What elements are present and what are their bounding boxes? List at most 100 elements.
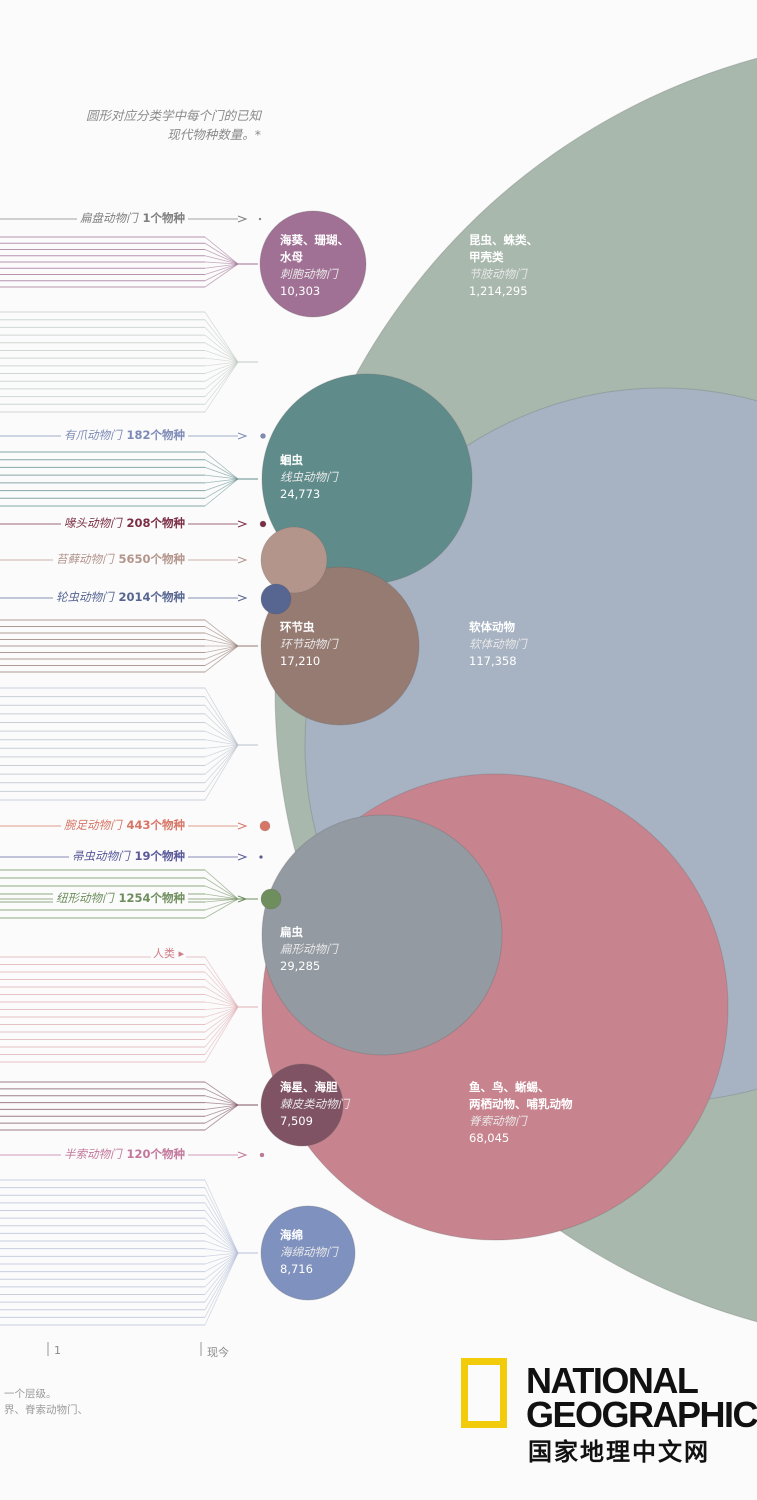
porifera-clade-converge [204,1252,239,1326]
annelida-clade [0,619,258,673]
nemertea_small-arrowhead [237,853,248,861]
nemertea-clade-converge [204,898,239,919]
echinodermata-clade-converge [204,1088,239,1106]
footnote-line-1: 一个层级。 [4,1388,57,1400]
bubble-label-nematoda: 蛔虫 线虫动物门 24,773 [280,452,338,503]
arthropoda-clade-converge [204,361,239,367]
cnidaria-clade-converge [204,242,239,265]
header-note-line-1: 圆形对应分类学中每个门的已知 [85,108,261,123]
mollusca-clade-converge [204,713,239,746]
echinodermata-clade-converge [204,1104,239,1110]
platyhelminthes-bubble [261,814,503,1056]
phylum-label-onychophora: 有爪动物门 182个物种 [60,427,188,443]
chordata-clade-converge [204,1006,239,1063]
brachiopoda-arrowhead [237,822,248,830]
bubble-label-mollusca: 软体动物 软体动物门 117,358 [469,619,527,670]
bryozoa-marker [260,526,328,594]
onychophora-arrowhead [237,432,248,440]
echinodermata-clade-converge [204,1081,239,1106]
porifera-clade-converge [204,1217,239,1254]
bubble-label-platyhelminthes: 扁虫 扁形动物门 29,285 [280,924,338,975]
bubble-phylum-name: 线虫动物门 [280,470,338,484]
brachiopoda-marker [259,820,271,832]
echinodermata-clade-converge [204,1095,239,1106]
phylum-count: 1254个物种 [118,891,185,905]
bubble-common-name: 海葵、珊瑚、 [280,233,349,247]
annelida-clade-converge [204,619,239,647]
phylum-name: 有爪动物门 [63,428,122,442]
phylum-label-hemichordata: 半索动物门 120个物种 [60,1146,188,1162]
cnidaria-clade-converge [204,263,239,269]
logo-line-1: NATIONAL [526,1360,699,1401]
phylum-count: 443个物种 [126,818,185,832]
nematoda-clade-converge [204,478,239,507]
bubble-phylum-name: 脊索动物门 [469,1114,527,1128]
porifera-clade-converge [204,1233,239,1254]
bubble-common-name: 昆虫、蛛类、 [469,233,538,247]
mollusca-clade-converge [204,744,239,758]
header-note-line-2: 现代物种数量。* [167,127,261,142]
hemichordata-arrowhead [237,1151,248,1159]
phylum-label-placozoa: 扁盘动物门 1个物种 [76,210,188,226]
arthropoda-clade-converge [204,361,239,374]
bubble-common-name: 环节虫 [280,620,315,634]
bryozoa-arrowhead [237,556,248,564]
nematoda-clade-converge [204,478,239,491]
phylum-count: 2014个物种 [118,590,185,604]
mollusca-clade-converge [204,687,239,746]
porifera-clade-converge [204,1179,239,1254]
mollusca-clade-converge [204,744,239,749]
nemertea-clade-converge [204,869,239,900]
mollusca-clade-converge [204,744,239,801]
annelida-clade-converge [204,645,239,653]
nemertea_small-marker [259,855,263,859]
phylum-name: 半索动物门 [63,1147,122,1161]
mollusca-clade-converge [204,704,239,746]
chordata-clade-converge [204,964,239,1008]
rotifera-arrowhead [237,594,248,602]
axis-tick-1: 1 [54,1344,61,1357]
mollusca-clade-converge [204,739,239,746]
nematoda-clade-converge [204,451,239,480]
bubble-label-cnidaria: 海葵、珊瑚、 水母 刺胞动物门 10,303 [280,232,349,300]
acanthocephala-arrowhead [237,520,248,528]
phylum-label-bryozoa: 苔藓动物门 5650个物种 [52,551,188,567]
phylum-count: 120个物种 [126,1147,185,1161]
bubble-phylum-name: 节肢动物门 [469,267,527,281]
mollusca-clade [0,687,258,801]
phylum-count: 5650个物种 [118,552,185,566]
porifera-bubble [260,1205,356,1301]
arthropoda-clade-converge [204,319,239,363]
arthropoda-clade-converge [204,342,239,363]
arthropoda-clade-converge [204,361,239,405]
bubble-label-annelida: 环节虫 环节动物门 17,210 [280,619,338,670]
nematoda-clade-converge [204,467,239,480]
natgeo-logo-cn: 国家地理中文网 [528,1438,710,1466]
chordata-clade-converge [204,1006,239,1055]
arthropoda-clade-converge [204,357,239,363]
porifera-clade-converge [204,1252,239,1288]
chordata-clade-converge [204,986,239,1008]
porifera-clade-converge [204,1252,239,1272]
porifera-clade-converge [204,1252,239,1310]
porifera-clade-converge [204,1252,239,1280]
mollusca-clade-converge [204,744,239,775]
natgeo-logo-frame [461,1358,507,1428]
chordata-clade-converge [204,1006,239,1010]
arthropoda-clade-converge [204,311,239,363]
bubble-phylum-name: 刺胞动物门 [280,267,338,281]
nematoda-clade [0,451,258,507]
bubble-common-name: 蛔虫 [280,453,303,467]
arthropoda-clade-converge [204,350,239,363]
chordata-clade-converge [204,994,239,1008]
phylum-count: 19个物种 [134,849,185,863]
phylum-name: 轮虫动物门 [55,590,114,604]
bubble-phylum-name: 海绵动物门 [280,1245,338,1259]
nematoda-clade-converge [204,478,239,499]
onychophora-marker [260,433,266,439]
chordata-clade-converge [204,956,239,1008]
nemertea-clade-converge [204,885,239,900]
annelida-clade-converge [204,645,239,666]
bubble-phylum-name: 软体动物门 [469,637,527,651]
